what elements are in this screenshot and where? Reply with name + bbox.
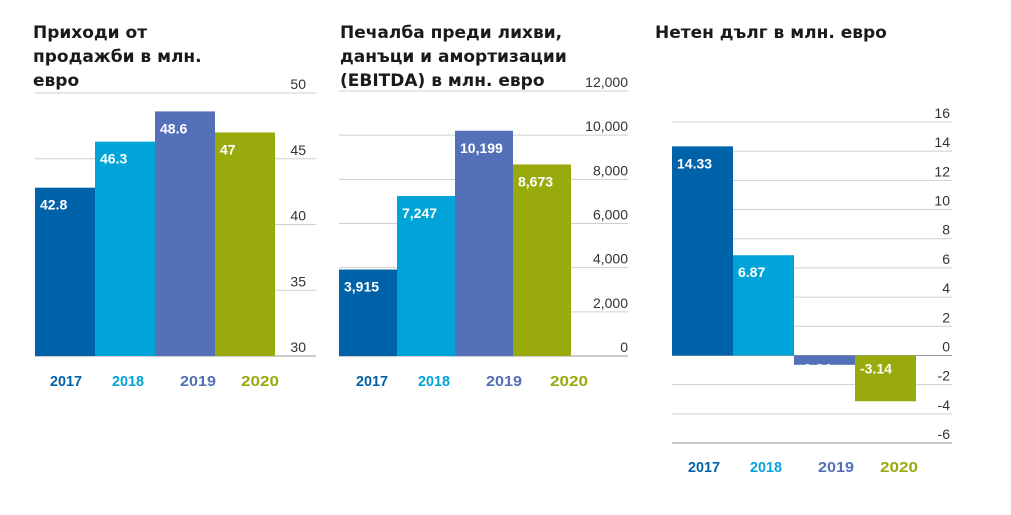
x-category-label: 2020	[550, 373, 588, 390]
y-tick-label: 12,000	[585, 74, 628, 90]
y-tick-label: 14	[934, 134, 950, 150]
chart-title-line: Приходи от	[33, 23, 147, 43]
y-tick-label: 12	[934, 163, 950, 179]
y-tick-label: -4	[938, 397, 951, 413]
y-tick-label: 35	[290, 273, 306, 289]
chart-sales-revenue: Приходи от продажби в млн. евро 30 35 40 45 50 4…	[33, 23, 316, 390]
x-category-label: 2017	[688, 459, 720, 476]
y-tick-label: 2,000	[593, 295, 628, 311]
bar-value-label: 46.3	[100, 151, 127, 167]
y-tick-label: 4	[942, 280, 950, 296]
x-category-label: 2019	[818, 459, 854, 476]
bar-2020	[215, 132, 275, 356]
bar-value-label: 8,673	[518, 173, 553, 189]
chart-title-line: Печалба преди лихви,	[340, 23, 562, 43]
bar-value-label: 42.8	[40, 197, 67, 213]
bar-value-label: 7,247	[402, 205, 437, 221]
chart-title-line: данъци и амортизации	[340, 47, 567, 67]
x-category-label: 2017	[356, 373, 388, 390]
bar-value-label: 6.87	[738, 264, 765, 280]
chart-title-line: Нетен дълг в млн. евро	[655, 23, 887, 43]
chart-ebitda: Печалба преди лихви, данъци и амортизации…	[339, 23, 628, 390]
bar-value-label: 47	[220, 141, 236, 157]
y-tick-label: 0	[942, 338, 950, 354]
y-tick-label: 30	[290, 339, 306, 355]
bar-value-label: -0.64	[799, 360, 831, 376]
y-tick-label: 8	[942, 222, 950, 238]
bar-2019	[794, 355, 855, 365]
y-tick-label: 0	[620, 339, 628, 355]
y-tick-label: 40	[290, 208, 306, 224]
bar-2020	[855, 355, 916, 402]
bar-2018	[397, 195, 455, 356]
y-tick-label: 4,000	[593, 251, 628, 267]
x-category-label: 2019	[486, 373, 522, 390]
x-category-label: 2020	[241, 373, 279, 390]
bar-value-label: 10,199	[460, 140, 503, 156]
y-tick-label: 10,000	[585, 118, 628, 134]
y-tick-label: 45	[290, 142, 306, 158]
bar-2020	[513, 164, 571, 356]
bar-2018	[733, 255, 794, 356]
y-tick-label: 50	[290, 76, 306, 92]
bar-value-label: 3,915	[344, 279, 379, 295]
y-tick-label: 2	[942, 309, 950, 325]
y-tick-label: 8,000	[593, 162, 628, 178]
bar-value-label: -3.14	[860, 360, 892, 376]
x-category-label: 2018	[112, 373, 144, 390]
bar-value-label: 48.6	[160, 120, 187, 136]
y-tick-label: -2	[938, 368, 951, 384]
y-tick-label: 16	[934, 105, 950, 121]
bar-2017	[672, 146, 733, 356]
x-category-label: 2018	[750, 459, 782, 476]
x-category-label: 2019	[180, 373, 216, 390]
x-category-label: 2018	[418, 373, 450, 390]
bar-value-label: 14.33	[677, 155, 712, 171]
chart-title-line: евро	[33, 71, 79, 91]
x-category-label: 2017	[50, 373, 82, 390]
chart-title-line: продажби в млн.	[33, 47, 202, 67]
chart-title-line: (EBITDA) в млн. евро	[340, 71, 545, 91]
y-tick-label: -6	[938, 426, 951, 442]
bar-2019	[155, 111, 215, 356]
bar-2019	[455, 130, 513, 356]
bar-2018	[95, 141, 155, 356]
y-tick-label: 6	[942, 251, 950, 267]
bar-2017	[339, 269, 397, 356]
chart-net-debt: Нетен дълг в млн. евро -6 -4 -2 0 2 4 6 8 10 12 14 1…	[655, 23, 952, 476]
y-tick-label: 10	[934, 193, 950, 209]
x-category-label: 2020	[880, 459, 918, 476]
y-tick-label: 6,000	[593, 207, 628, 223]
bar-2017	[35, 187, 95, 356]
